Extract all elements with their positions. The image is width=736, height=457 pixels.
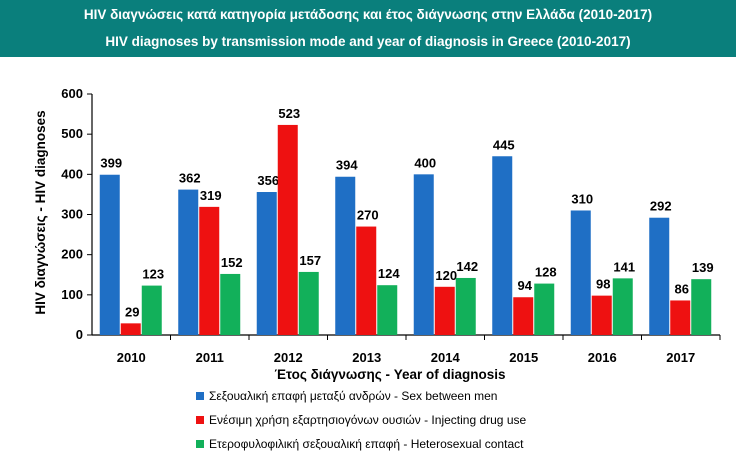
data-label: 310 (571, 191, 593, 206)
bar-chart: 0 100 200 300 400 500 600 399 29 123 2010 362 319 152… (33, 86, 721, 382)
x-tick-label: 2010 (117, 350, 146, 365)
bar (670, 300, 691, 335)
x-tick-label: 2014 (431, 350, 461, 365)
legend-swatch (196, 416, 204, 424)
y-tick-label: 200 (61, 247, 83, 262)
bar (220, 273, 241, 335)
chart-title-english: HIV diagnoses by transmission mode and y… (105, 34, 631, 49)
data-label: 29 (125, 304, 139, 319)
bar (570, 210, 591, 335)
data-label: 94 (518, 278, 533, 293)
legend-swatch (196, 392, 204, 400)
data-label: 400 (414, 155, 436, 170)
bar (377, 285, 398, 335)
y-tick-label: 300 (61, 207, 83, 222)
data-label: 98 (596, 277, 610, 292)
y-tick-label: 600 (61, 86, 83, 101)
legend-label: Ετεροφυλοφιλική σεξουαλική επαφή - Heter… (209, 437, 524, 451)
data-label: 319 (200, 188, 222, 203)
data-label: 152 (221, 255, 243, 270)
bar (455, 277, 476, 335)
data-label: 292 (650, 199, 672, 214)
data-label: 124 (378, 266, 400, 281)
bar (178, 189, 199, 335)
legend-label: Ενέσιμη χρήση εξαρτησιογόνων ουσιών - In… (209, 413, 527, 427)
bar (277, 124, 298, 335)
bar (612, 278, 633, 335)
y-tick-label: 100 (61, 287, 83, 302)
bar (591, 295, 612, 335)
bar (120, 323, 141, 335)
bar (298, 271, 319, 335)
legend-label: Σεξουαλική επαφή μεταξύ ανδρών - Sex bet… (209, 389, 498, 403)
data-label: 120 (435, 268, 457, 283)
x-axis-title: Έτος διάγνωσης - Year of diagnosis (274, 367, 505, 382)
bar (492, 156, 513, 335)
x-tick-label: 2011 (196, 350, 224, 365)
data-label: 128 (535, 265, 557, 280)
data-label: 270 (357, 208, 379, 223)
legend-item-sex-between-men: Σεξουαλική επαφή μεταξύ ανδρών - Sex bet… (196, 384, 526, 408)
data-label: 523 (278, 106, 300, 121)
chart-header: HIV διαγνώσεις κατά κατηγορία μετάδοσης … (0, 0, 736, 57)
bar (199, 206, 220, 335)
y-axis-title: HIV διαγνώσεις - HIV diagnoses (33, 110, 48, 314)
legend-swatch (196, 440, 204, 448)
bar (534, 283, 555, 335)
bar (356, 226, 377, 335)
data-label: 139 (692, 260, 714, 275)
data-label: 86 (675, 281, 689, 296)
data-label: 399 (100, 156, 122, 171)
x-tick-label: 2012 (274, 350, 303, 365)
bar (413, 174, 434, 335)
x-tick-label: 2017 (666, 350, 695, 365)
bar (99, 174, 120, 335)
y-tick-label: 0 (76, 327, 83, 342)
chart-legend: Σεξουαλική επαφή μεταξύ ανδρών - Sex bet… (196, 384, 526, 456)
data-label: 141 (613, 259, 635, 274)
bar (691, 279, 712, 335)
data-label: 394 (336, 158, 358, 173)
data-label: 142 (456, 259, 478, 274)
bar (434, 286, 455, 335)
bar (335, 176, 356, 335)
bar (649, 217, 670, 335)
x-tick-label: 2015 (509, 350, 538, 365)
x-tick-label: 2013 (352, 350, 381, 365)
legend-item-heterosexual-contact: Ετεροφυλοφιλική σεξουαλική επαφή - Heter… (196, 432, 526, 456)
data-label: 356 (257, 173, 279, 188)
data-label: 445 (493, 137, 515, 152)
bar (513, 297, 534, 335)
y-tick-label: 500 (61, 126, 83, 141)
legend-item-injecting-drug-use: Ενέσιμη χρήση εξαρτησιογόνων ουσιών - In… (196, 408, 526, 432)
data-label: 123 (142, 267, 164, 282)
data-label: 157 (299, 253, 321, 268)
y-tick-label: 400 (61, 166, 83, 181)
chart-title-greek: HIV διαγνώσεις κατά κατηγορία μετάδοσης … (83, 7, 653, 22)
bar (141, 285, 162, 335)
x-tick-label: 2016 (588, 350, 617, 365)
data-label: 362 (179, 171, 201, 186)
bar (256, 192, 277, 335)
